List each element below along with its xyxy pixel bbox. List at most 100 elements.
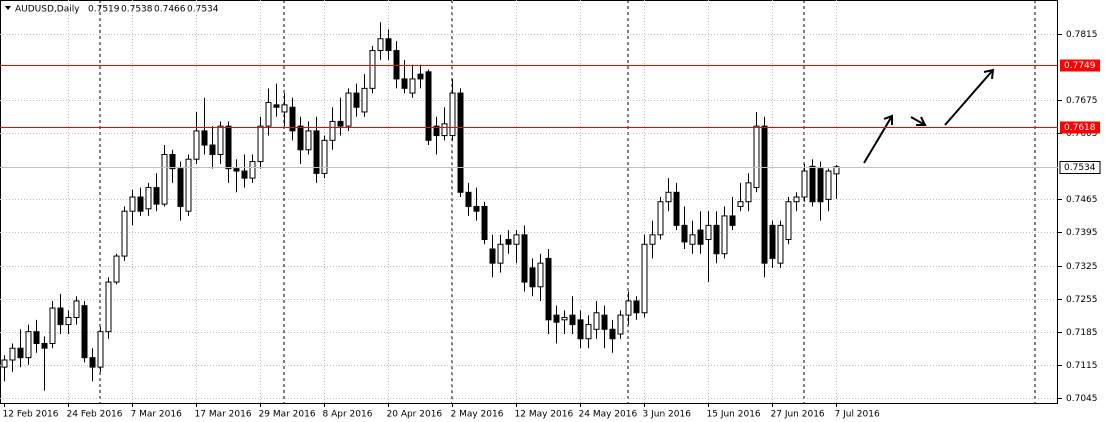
candle-body xyxy=(161,153,168,205)
arrow xyxy=(863,114,893,164)
close-value: 0.7534 xyxy=(187,5,219,15)
candle-body xyxy=(481,205,488,241)
candle-body xyxy=(825,170,832,200)
candle-body xyxy=(561,316,568,321)
candle-body xyxy=(401,78,408,89)
x-tick-label: 24 Feb 2016 xyxy=(67,410,123,420)
arrow xyxy=(910,116,927,126)
y-tick-label: 0.7115 xyxy=(1066,361,1098,371)
candle-body xyxy=(169,153,176,170)
candle-body xyxy=(777,224,784,264)
candle-body xyxy=(585,324,592,340)
candle-body xyxy=(529,267,536,288)
candle-body xyxy=(345,92,352,127)
candle-body xyxy=(257,125,264,163)
candle-body xyxy=(601,314,608,330)
candle-body xyxy=(361,87,368,113)
candle-body xyxy=(497,243,504,264)
y-tick-label: 0.7605 xyxy=(1066,129,1098,139)
x-tick-label: 17 Mar 2016 xyxy=(195,410,252,420)
x-tick-label: 29 Mar 2016 xyxy=(259,410,316,420)
plot-frame xyxy=(0,0,1058,404)
candle-body xyxy=(145,187,152,210)
candle-body xyxy=(289,106,296,132)
candle-body xyxy=(225,125,232,170)
candle-body xyxy=(417,73,424,80)
candle-body xyxy=(729,215,736,226)
candle-body xyxy=(65,316,72,326)
candle-body xyxy=(705,224,712,241)
arrow xyxy=(944,68,995,126)
candle-body xyxy=(177,168,184,207)
symbol: AUDUSD,Daily xyxy=(15,5,80,15)
candle-body xyxy=(593,312,600,330)
x-tick-label: 27 Jun 2016 xyxy=(771,410,825,420)
x-tick-label: 20 Apr 2016 xyxy=(387,410,443,420)
candle-body xyxy=(465,191,472,207)
candle-body xyxy=(473,205,480,212)
candle-body xyxy=(321,139,328,174)
x-tick-label: 7 Mar 2016 xyxy=(131,410,183,420)
candle-body xyxy=(441,123,448,137)
candle-body xyxy=(313,130,320,174)
candle-body xyxy=(137,196,144,212)
level-label: 0.7749 xyxy=(1064,61,1096,71)
candle-body xyxy=(681,224,688,243)
candle-body xyxy=(489,248,496,264)
price-label: 0.7534 xyxy=(1064,163,1096,173)
candle-body xyxy=(41,342,48,349)
candle-body xyxy=(801,170,808,198)
x-tick-label: 12 Feb 2016 xyxy=(3,410,59,420)
y-tick-label: 0.7325 xyxy=(1066,262,1098,272)
candle-body xyxy=(201,130,208,146)
x-tick-label: 2 May 2016 xyxy=(451,410,504,420)
candle-body xyxy=(409,78,416,94)
menu-triangle xyxy=(5,6,11,10)
candle-body xyxy=(353,92,360,108)
candle-body xyxy=(649,234,656,245)
candle-body xyxy=(513,234,520,245)
period-separators xyxy=(99,0,1036,403)
candle-body xyxy=(769,224,776,259)
candle-body xyxy=(617,314,624,335)
candle-body xyxy=(329,120,336,141)
candle-body xyxy=(249,161,256,179)
x-tick-label: 24 May 2016 xyxy=(579,410,638,420)
candle-body xyxy=(761,125,768,264)
candle-body xyxy=(129,196,136,212)
candle-body xyxy=(553,314,560,323)
candle-body xyxy=(433,125,440,137)
candles xyxy=(1,22,840,391)
x-tick-label: 12 May 2016 xyxy=(515,410,574,420)
level-label-box xyxy=(1060,121,1100,134)
candle-body xyxy=(537,262,544,288)
candle-body xyxy=(833,166,840,175)
candle-body xyxy=(73,300,80,318)
candle-body xyxy=(273,104,280,108)
y-tick-label: 0.7815 xyxy=(1066,30,1098,40)
candle-body xyxy=(521,234,528,283)
candle-body xyxy=(105,281,112,333)
forecast-arrows xyxy=(863,68,995,164)
price-label-box xyxy=(1059,161,1101,174)
candle-body xyxy=(657,201,664,236)
candle-body xyxy=(753,125,760,189)
candle-body xyxy=(385,38,392,52)
x-tick-label: 7 Jul 2016 xyxy=(835,410,880,420)
candle-body xyxy=(89,357,96,368)
candle-body xyxy=(81,305,88,359)
x-tick-label: 8 Apr 2016 xyxy=(323,410,373,420)
candle-body xyxy=(745,182,752,203)
candle-body xyxy=(609,328,616,340)
candle-body xyxy=(817,168,824,203)
candle-body xyxy=(393,50,400,80)
candle-body xyxy=(369,50,376,89)
level-label: 0.7618 xyxy=(1064,123,1096,133)
candle-body xyxy=(1,359,8,368)
candle-body xyxy=(49,307,56,344)
x-tick-label: 3 Jun 2016 xyxy=(643,410,692,420)
candle-body xyxy=(265,102,272,127)
y-tick-label: 0.7045 xyxy=(1066,394,1098,404)
candle-body xyxy=(577,319,584,340)
